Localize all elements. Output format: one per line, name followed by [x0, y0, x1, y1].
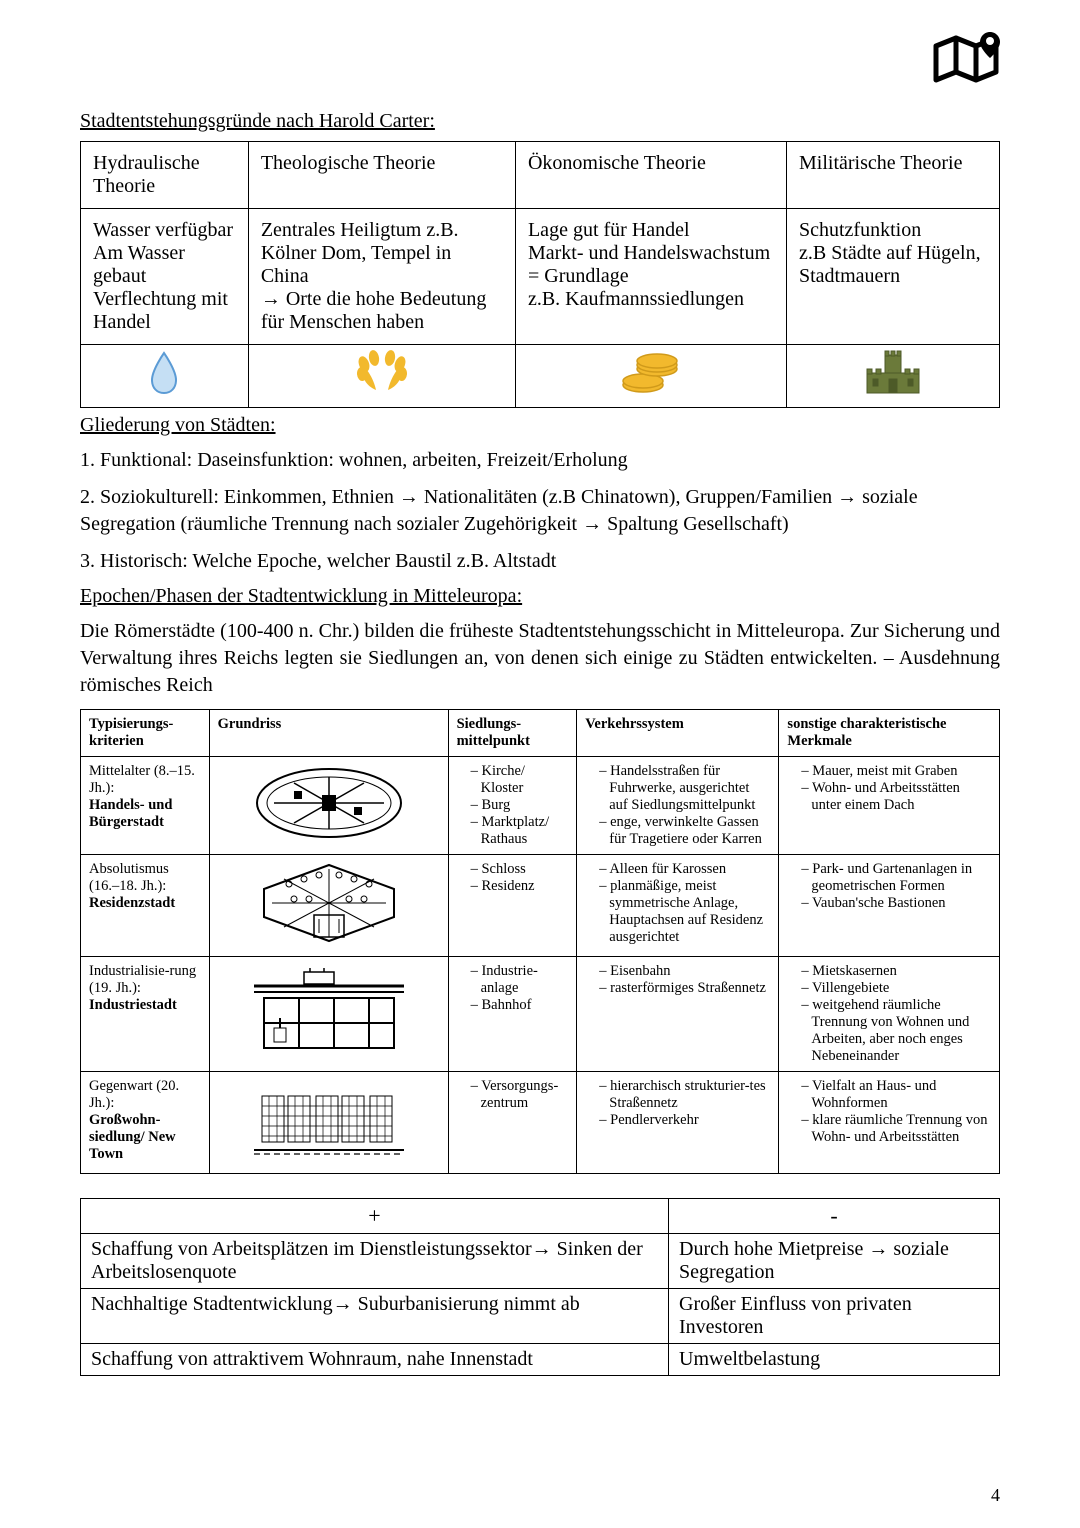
- pm-cell: Durch hohe Mietpreise → soziale Segregat…: [669, 1234, 1000, 1289]
- pm-cell: Großer Einfluss von privaten Investoren: [669, 1289, 1000, 1344]
- epoch-list-item: Handelsstraßen für Fuhrwerke, ausgericht…: [599, 763, 770, 814]
- epoch-list-item: Alleen für Karossen: [599, 861, 770, 878]
- theory-cell: Schutzfunktion z.B Städte auf Hügeln, St…: [786, 209, 999, 345]
- sketch-industrial-icon: [209, 957, 448, 1072]
- castle-icon: [786, 345, 999, 408]
- theory-header: Ökonomische Theorie: [515, 142, 786, 209]
- sketch-absolutism-icon: [209, 855, 448, 957]
- epoch-list-item: klare räumliche Trennung von Wohn- und A…: [801, 1112, 991, 1146]
- epoch-list-item: Vauban'sche Bastionen: [801, 895, 991, 912]
- theory-table: Hydraulische Theorie Theologische Theori…: [80, 141, 1000, 408]
- epoch-list-item: Marktplatz/ Rathaus: [471, 814, 569, 848]
- minus-header: -: [669, 1199, 1000, 1234]
- epoch-list-item: Pendlerverkehr: [599, 1112, 770, 1129]
- pm-cell: Schaffung von attraktivem Wohnraum, nahe…: [81, 1344, 669, 1376]
- map-pin-icon: [930, 28, 1008, 91]
- epoch-list-item: Vielfalt an Haus- und Wohnformen: [801, 1078, 991, 1112]
- pm-cell: Schaffung von Arbeitsplätzen im Dienstle…: [81, 1234, 669, 1289]
- plus-header: +: [81, 1199, 669, 1234]
- pm-cell: Umweltbelastung: [669, 1344, 1000, 1376]
- epoch-row: Gegenwart (20. Jh.):Großwohn-siedlung/ N…: [81, 1072, 1000, 1174]
- epoch-list-item: Mietskasernen: [801, 963, 991, 980]
- gliederung-item: 1. Funktional: Daseinsfunktion: wohnen, …: [80, 447, 1000, 474]
- epoch-header: Typisierungs-kriterien: [81, 710, 210, 757]
- epoch-list-item: Park- und Gartenanlagen in geometrischen…: [801, 861, 991, 895]
- epoch-list-item: planmäßige, meist symmetrische Anlage, H…: [599, 878, 770, 946]
- sketch-medieval-icon: [209, 757, 448, 855]
- epoch-list-item: Versorgungs-zentrum: [471, 1078, 569, 1112]
- pm-cell: Nachhaltige Stadtentwicklung→ Suburbanis…: [81, 1289, 669, 1344]
- epoch-list-item: Eisenbahn: [599, 963, 770, 980]
- epoch-header: Siedlungs-mittelpunkt: [448, 710, 577, 757]
- theory-cell: Zentrales Heiligtum z.B. Kölner Dom, Tem…: [248, 209, 515, 345]
- coins-icon: [515, 345, 786, 408]
- theory-cell: Lage gut für Handel Markt- und Handelswa…: [515, 209, 786, 345]
- theory-section-title: Stadtentstehungsgründe nach Harold Carte…: [80, 110, 1000, 133]
- plus-minus-table: + - Schaffung von Arbeitsplätzen im Dien…: [80, 1198, 1000, 1376]
- epoch-list-item: Kirche/ Kloster: [471, 763, 569, 797]
- epoch-header: Verkehrssystem: [577, 710, 779, 757]
- page-number: 4: [991, 1485, 1000, 1506]
- epoch-row: Industrialisie-rung (19. Jh.):Industries…: [81, 957, 1000, 1072]
- epoch-list-item: Schloss: [471, 861, 569, 878]
- laurel-wreath-icon: [248, 345, 515, 408]
- epoch-list-item: rasterförmiges Straßennetz: [599, 980, 770, 997]
- epoch-list-item: Villengebiete: [801, 980, 991, 997]
- epoch-list-item: Burg: [471, 797, 569, 814]
- theory-cell: Wasser verfügbar Am Wasser gebaut Verfle…: [81, 209, 249, 345]
- sketch-modern-icon: [209, 1072, 448, 1174]
- epoch-list-item: hierarchisch strukturier-tes Straßennetz: [599, 1078, 770, 1112]
- epochen-title: Epochen/Phasen der Stadtentwicklung in M…: [80, 585, 1000, 608]
- epoch-row: Absolutismus (16.–18. Jh.):Residenzstadt: [81, 855, 1000, 957]
- epoch-header: sonstige charakteristische Merkmale: [779, 710, 1000, 757]
- epoch-intro: Die Römerstädte (100-400 n. Chr.) bilden…: [80, 618, 1000, 699]
- epoch-list-item: Bahnhof: [471, 997, 569, 1014]
- epoch-list-item: Industrie-anlage: [471, 963, 569, 997]
- gliederung-item: 3. Historisch: Welche Epoche, welcher Ba…: [80, 548, 1000, 575]
- theory-header: Theologische Theorie: [248, 142, 515, 209]
- epoch-row: Mittelalter (8.–15. Jh.):Handels- und Bü…: [81, 757, 1000, 855]
- water-drop-icon: [81, 345, 249, 408]
- epoch-list-item: weitgehend räumliche Trennung von Wohnen…: [801, 997, 991, 1065]
- theory-header: Militärische Theorie: [786, 142, 999, 209]
- epoch-header: Grundriss: [209, 710, 448, 757]
- epoch-table: Typisierungs-kriterien Grundriss Siedlun…: [80, 709, 1000, 1174]
- theory-header: Hydraulische Theorie: [81, 142, 249, 209]
- epoch-list-item: enge, verwinkelte Gassen für Tragetiere …: [599, 814, 770, 848]
- gliederung-title: Gliederung von Städten:: [80, 414, 1000, 437]
- epoch-list-item: Wohn- und Arbeitsstätten unter einem Dac…: [801, 780, 991, 814]
- epoch-list-item: Mauer, meist mit Graben: [801, 763, 991, 780]
- epoch-list-item: Residenz: [471, 878, 569, 895]
- gliederung-item: 2. Soziokulturell: Einkommen, Ethnien → …: [80, 484, 1000, 538]
